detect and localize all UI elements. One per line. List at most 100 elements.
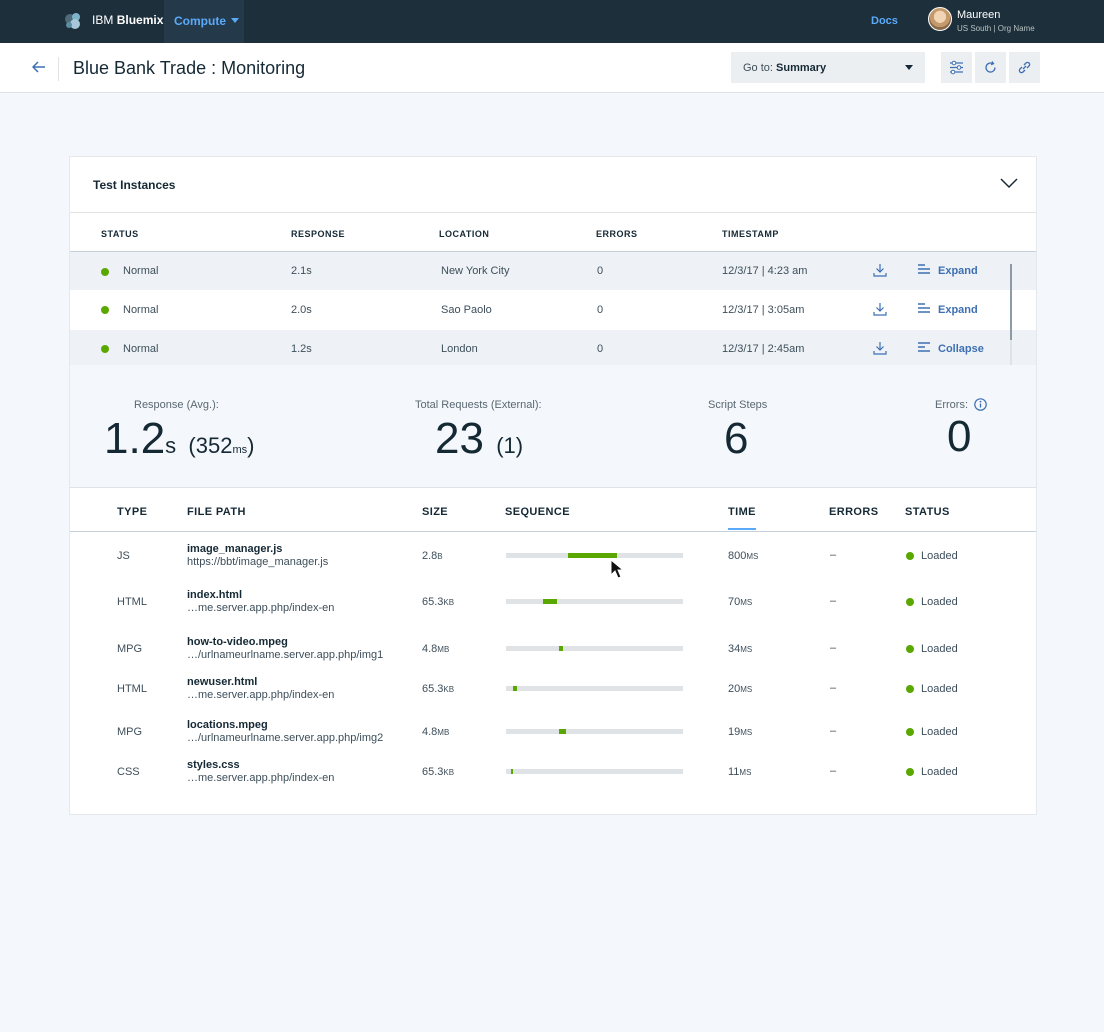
- expand-list-icon[interactable]: [917, 264, 931, 276]
- brand-light: IBM: [92, 13, 114, 27]
- file-name[interactable]: styles.css: [187, 759, 240, 771]
- col-header-time[interactable]: TIME: [728, 506, 756, 518]
- share-link-button[interactable]: [1009, 52, 1040, 83]
- back-arrow-icon[interactable]: [28, 56, 50, 78]
- table-row[interactable]: HTML index.html …me.server.app.php/index-e…: [70, 587, 1036, 627]
- file-type: MPG: [117, 643, 143, 655]
- scrollbar-thumb[interactable]: [1010, 264, 1012, 340]
- brand-name[interactable]: IBM Bluemix: [92, 13, 163, 27]
- table-row[interactable]: MPG locations.mpeg …/urlnameurlname.server…: [70, 717, 1036, 757]
- errors-text: 0: [597, 304, 604, 316]
- col-header-sequence[interactable]: SEQUENCE: [505, 506, 570, 518]
- docs-link[interactable]: Docs: [871, 15, 898, 27]
- header-underline: [70, 251, 1036, 252]
- col-header-timestamp[interactable]: TIMESTAMP: [722, 229, 779, 239]
- compute-menu[interactable]: Compute: [164, 0, 244, 43]
- status-dot: [906, 645, 914, 653]
- response-number: 1.2: [104, 414, 166, 463]
- sequence-track: [506, 599, 683, 604]
- file-name[interactable]: locations.mpeg: [187, 719, 268, 731]
- table-row[interactable]: Normal 2.1s New York City 0 12/3/17 | 4:…: [70, 252, 1036, 290]
- col-header-size[interactable]: SIZE: [422, 506, 449, 518]
- status-dot: [906, 728, 914, 736]
- table-row[interactable]: Normal 2.0s Sao Paolo 0 12/3/17 | 3:05am…: [70, 291, 1036, 329]
- file-name[interactable]: image_manager.js: [187, 543, 283, 555]
- file-size-unit: KB: [443, 598, 455, 607]
- avatar[interactable]: [928, 7, 952, 31]
- status-dot: [906, 768, 914, 776]
- sequence-track: [506, 686, 683, 691]
- status-text: Normal: [123, 304, 159, 316]
- response-label: Response (Avg.):: [134, 399, 219, 411]
- file-name[interactable]: newuser.html: [187, 676, 258, 688]
- info-icon[interactable]: [974, 398, 987, 411]
- status-text: Loaded: [921, 683, 958, 695]
- file-time-value: 800: [728, 550, 747, 562]
- collapse-list-icon[interactable]: [917, 342, 931, 354]
- file-path: …/urlnameurlname.server.app.php/img1: [187, 649, 384, 661]
- file-path: …/urlnameurlname.server.app.php/img2: [187, 732, 384, 744]
- table-row[interactable]: HTML newuser.html …me.server.app.php/index…: [70, 674, 1036, 714]
- col-header-status[interactable]: STATUS: [101, 229, 139, 239]
- timestamp-text: 12/3/17 | 4:23 am: [722, 265, 808, 277]
- response-text: 1.2s: [291, 343, 312, 355]
- status-dot: [906, 685, 914, 693]
- expand-list-icon[interactable]: [917, 303, 931, 315]
- file-name[interactable]: index.html: [187, 589, 243, 601]
- table-row[interactable]: CSS styles.css …me.server.app.php/index-en…: [70, 757, 1036, 797]
- expand-link[interactable]: Expand: [938, 304, 978, 316]
- file-time-value: 11: [728, 766, 740, 778]
- table-row[interactable]: JS image_manager.js https://bbt/image_mana…: [70, 541, 1036, 581]
- download-icon[interactable]: [873, 302, 887, 316]
- col-header-errors[interactable]: ERRORS: [829, 506, 879, 518]
- summary-divider: [70, 487, 1036, 488]
- response-sub-close: ): [247, 433, 255, 458]
- file-type: HTML: [117, 596, 147, 608]
- file-path: …me.server.app.php/index-en: [187, 602, 335, 614]
- goto-dropdown[interactable]: Go to: Summary: [731, 52, 925, 83]
- top-nav: IBM Bluemix Compute Docs Maureen US Sout…: [0, 0, 1104, 43]
- file-errors: –: [830, 642, 837, 654]
- header-divider: [58, 57, 59, 81]
- collapse-link[interactable]: Collapse: [938, 343, 984, 355]
- file-name[interactable]: how-to-video.mpeg: [187, 636, 288, 648]
- download-icon[interactable]: [873, 263, 887, 277]
- file-time-value: 70: [728, 596, 741, 608]
- status-text: Loaded: [921, 550, 958, 562]
- col-header-location[interactable]: LOCATION: [439, 229, 490, 239]
- sequence-bar: [567, 553, 618, 558]
- file-size-value: 65.3: [422, 596, 444, 608]
- file-time: 70MS: [728, 596, 752, 608]
- sequence-track: [506, 646, 683, 651]
- download-icon[interactable]: [873, 341, 887, 355]
- files-header-underline: [70, 531, 1036, 532]
- settings-button[interactable]: [941, 52, 972, 83]
- ibm-cloud-logo-icon[interactable]: [62, 10, 84, 32]
- refresh-button[interactable]: [975, 52, 1006, 83]
- chevron-down-icon[interactable]: [999, 176, 1019, 190]
- col-header-type[interactable]: TYPE: [117, 506, 148, 518]
- col-header-file-path[interactable]: FILE PATH: [187, 506, 246, 518]
- user-org: US South | Org Name: [957, 24, 1035, 33]
- file-path: …me.server.app.php/index-en: [187, 772, 335, 784]
- status-text: Loaded: [921, 726, 958, 738]
- col-header-errors[interactable]: ERRORS: [596, 229, 638, 239]
- steps-label: Script Steps: [708, 399, 768, 411]
- file-size-unit: KB: [443, 768, 455, 777]
- table-row[interactable]: Normal 1.2s London 0 12/3/17 | 2:45am Co…: [70, 330, 1036, 365]
- col-header-status[interactable]: STATUS: [905, 506, 950, 518]
- expand-link[interactable]: Expand: [938, 265, 978, 277]
- sort-indicator: [728, 528, 756, 530]
- status-text: Normal: [123, 265, 159, 277]
- status-text: Loaded: [921, 643, 958, 655]
- user-name[interactable]: Maureen: [957, 9, 1001, 21]
- file-time-unit: MS: [746, 552, 759, 561]
- goto-prefix: Go to:: [743, 62, 773, 74]
- sliders-icon: [950, 60, 963, 75]
- col-header-response[interactable]: RESPONSE: [291, 229, 346, 239]
- table-row[interactable]: MPG how-to-video.mpeg …/urlnameurlname.ser…: [70, 634, 1036, 674]
- response-value: 1.2s (352ms): [104, 414, 254, 464]
- file-type: MPG: [117, 726, 143, 738]
- page-title: Blue Bank Trade : Monitoring: [73, 58, 306, 78]
- file-type: CSS: [117, 766, 140, 778]
